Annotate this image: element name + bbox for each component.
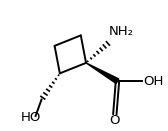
Polygon shape xyxy=(86,63,119,83)
Text: HO: HO xyxy=(20,111,41,124)
Text: O: O xyxy=(110,114,120,127)
Text: NH₂: NH₂ xyxy=(109,25,134,38)
Text: OH: OH xyxy=(143,75,163,88)
